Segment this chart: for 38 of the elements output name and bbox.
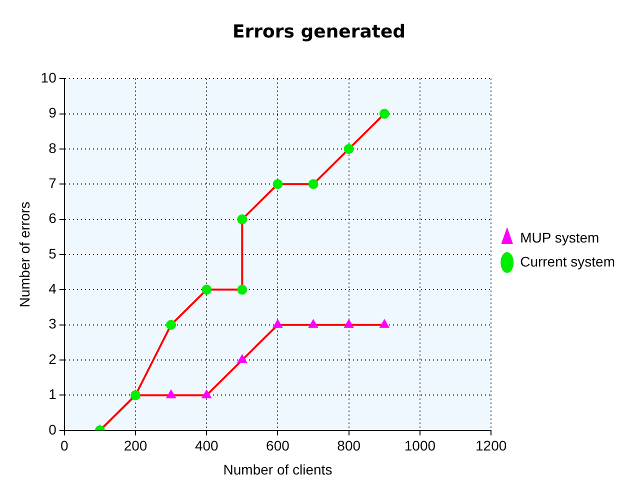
- point: [380, 320, 389, 328]
- y-axis-title: Number of errors: [16, 202, 32, 308]
- x-tick-label: 1000: [404, 438, 436, 454]
- legend-label: MUP system: [520, 229, 600, 246]
- x-tick-label: 400: [194, 438, 219, 454]
- point: [273, 320, 282, 328]
- y-tick-label: 4: [48, 280, 57, 297]
- y-tick-label: 5: [48, 245, 57, 262]
- x-tick-label: 200: [124, 438, 148, 454]
- x-tick-label: 0: [60, 438, 68, 454]
- x-tick-label: 800: [337, 438, 361, 454]
- y-tick-label: 6: [48, 210, 57, 226]
- point: [237, 214, 248, 224]
- y-tick-label: 0: [48, 421, 57, 438]
- point: [344, 144, 354, 154]
- y-tick-label: 8: [48, 140, 57, 156]
- point: [379, 108, 390, 119]
- x-tick-label: 600: [266, 438, 290, 454]
- legend-label: Current system: [520, 253, 616, 270]
- x-axis-title: Number of clients: [223, 461, 332, 478]
- point: [202, 390, 212, 398]
- point: [272, 179, 283, 190]
- point: [166, 390, 176, 398]
- chart-title: Errors generated: [232, 21, 406, 42]
- point: [202, 284, 212, 295]
- point: [166, 320, 176, 330]
- y-tick-label: 1: [48, 386, 57, 402]
- y-tick-label: 9: [48, 104, 57, 121]
- x-tick-label: 1200: [476, 438, 507, 454]
- y-tick-label: 7: [48, 175, 57, 191]
- y-tick-label: 3: [48, 316, 57, 332]
- point: [238, 355, 247, 364]
- point: [237, 284, 248, 295]
- point: [344, 320, 354, 328]
- point: [308, 179, 318, 190]
- y-tick-label: 10: [40, 69, 57, 86]
- point: [308, 320, 318, 328]
- y-tick-label: 2: [48, 350, 57, 367]
